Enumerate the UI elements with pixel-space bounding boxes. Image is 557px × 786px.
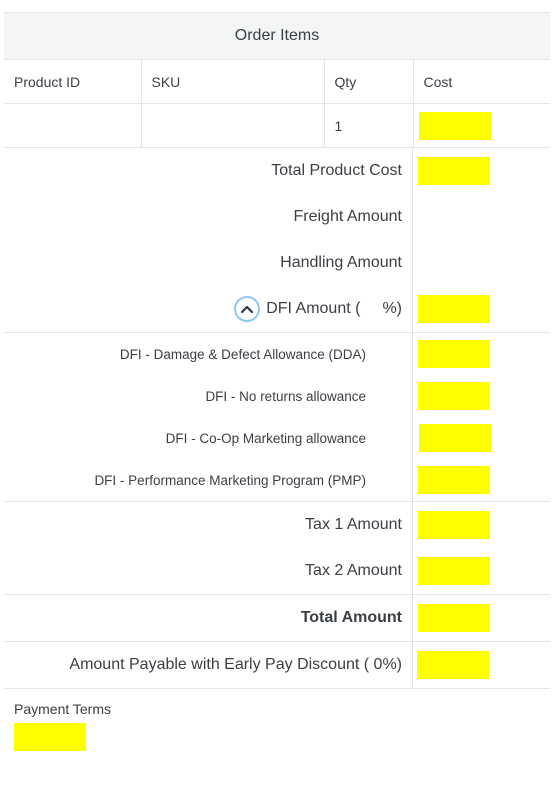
freight-amount-row: Freight Amount (4, 194, 550, 240)
freight-amount-label: Freight Amount (4, 194, 413, 240)
tax2-label: Tax 2 Amount (4, 548, 413, 594)
dfi-item-value (418, 382, 490, 410)
cell-product-id (4, 103, 142, 148)
dfi-item-row: DFI - No returns allowance (4, 375, 550, 417)
payment-terms-label: Payment Terms (14, 701, 111, 717)
dfi-amount-label: DFI Amount ( (266, 300, 361, 317)
dfi-item-value (419, 424, 491, 452)
handling-amount-label: Handling Amount (4, 240, 413, 286)
dfi-item-row: DFI - Damage & Defect Allowance (DDA) (4, 333, 550, 375)
dfi-item-label: DFI - Performance Marketing Program (PMP… (4, 459, 413, 501)
freight-amount-value (413, 194, 550, 240)
total-product-cost-value (418, 157, 490, 185)
column-header-sku: SKU (141, 60, 325, 104)
dfi-breakdown-section: DFI - Damage & Defect Allowance (DDA) DF… (4, 333, 550, 502)
early-pay-value (417, 651, 489, 679)
dfi-amount-row: DFI Amount ( %) (4, 286, 550, 332)
early-pay-row: Amount Payable with Early Pay Discount (… (4, 642, 550, 688)
total-section: Total Amount (4, 595, 550, 642)
order-items-table: Product ID SKU Qty Cost 1 (4, 60, 550, 148)
summary-section: Total Product Cost Freight Amount Handli… (4, 148, 550, 333)
column-header-product-id: Product ID (4, 60, 142, 104)
total-amount-value (418, 604, 490, 632)
dfi-item-label: DFI - No returns allowance (4, 375, 413, 417)
total-amount-row: Total Amount (4, 595, 550, 641)
dfi-item-row: DFI - Performance Marketing Program (PMP… (4, 459, 550, 501)
dfi-amount-value (418, 295, 490, 323)
total-amount-label: Total Amount (4, 595, 413, 641)
payment-terms-value (14, 723, 86, 751)
dfi-amount-label-cell: DFI Amount ( %) (4, 286, 413, 332)
tax2-value (418, 557, 490, 585)
cost-value-highlight (418, 111, 491, 140)
early-pay-section: Amount Payable with Early Pay Discount (… (4, 642, 550, 689)
tax1-label: Tax 1 Amount (4, 502, 413, 548)
dfi-item-label: DFI - Damage & Defect Allowance (DDA) (4, 333, 413, 375)
dfi-item-value (418, 466, 490, 494)
table-header-row: Product ID SKU Qty Cost (4, 60, 550, 104)
early-pay-label: Amount Payable with Early Pay Discount (… (4, 642, 413, 688)
cell-cost (413, 103, 550, 148)
dfi-item-label: DFI - Co-Op Marketing allowance (4, 417, 413, 459)
handling-amount-value (413, 240, 550, 286)
tax1-row: Tax 1 Amount (4, 502, 550, 548)
chevron-up-icon[interactable] (234, 296, 261, 322)
dfi-item-row: DFI - Co-Op Marketing allowance (4, 417, 550, 459)
total-product-cost-label: Total Product Cost (4, 148, 413, 194)
total-product-cost-row: Total Product Cost (4, 148, 550, 194)
payment-terms-section: Payment Terms (4, 689, 550, 751)
tax2-row: Tax 2 Amount (4, 548, 550, 594)
panel-title: Order Items (4, 12, 550, 60)
dfi-amount-suffix: %) (382, 300, 402, 317)
tax-section: Tax 1 Amount Tax 2 Amount (4, 502, 550, 595)
handling-amount-row: Handling Amount (4, 240, 550, 286)
column-header-qty: Qty (324, 60, 414, 104)
dfi-item-value (418, 340, 490, 368)
table-row: 1 (4, 103, 550, 148)
column-header-cost: Cost (413, 60, 550, 104)
order-items-panel: Order Items Product ID SKU Qty Cost 1 To… (4, 12, 550, 751)
cell-qty: 1 (324, 103, 414, 148)
cell-sku (141, 103, 325, 148)
tax1-value (418, 511, 490, 539)
